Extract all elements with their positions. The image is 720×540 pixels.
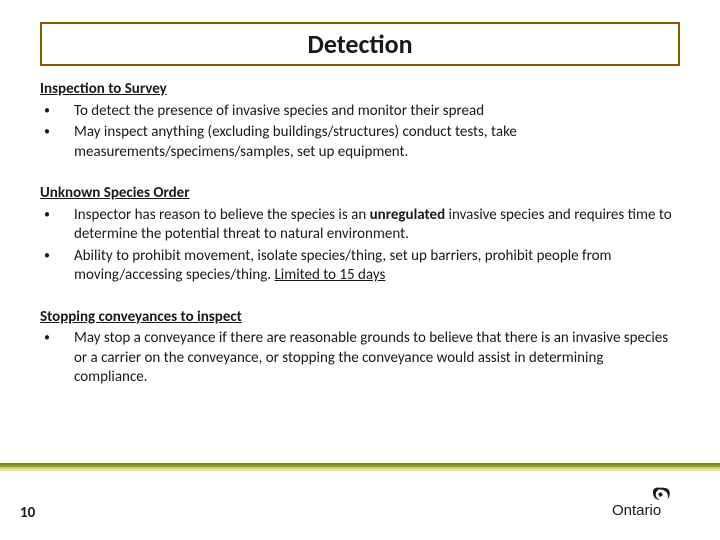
- bullet-text: May stop a conveyance if there are reaso…: [74, 329, 680, 388]
- slide-content: Inspection to Survey•To detect the prese…: [40, 80, 680, 390]
- slide-title: Detection: [307, 28, 412, 60]
- bullet-item: •Ability to prohibit movement, isolate s…: [40, 247, 680, 286]
- page-number: 10: [20, 504, 35, 522]
- bullet-marker: •: [40, 206, 74, 245]
- bullet-text: Ability to prohibit movement, isolate sp…: [74, 247, 680, 286]
- bullet-text: Inspector has reason to believe the spec…: [74, 206, 680, 245]
- bullet-item: •May inspect anything (excluding buildin…: [40, 123, 680, 162]
- bullet-marker: •: [40, 102, 74, 122]
- bullet-text: May inspect anything (excluding building…: [74, 123, 680, 162]
- section-heading: Unknown Species Order: [40, 184, 680, 204]
- ontario-logo: Ontario: [612, 485, 702, 526]
- bullet-marker: •: [40, 329, 74, 388]
- bullet-item: •To detect the presence of invasive spec…: [40, 102, 680, 122]
- footer-divider: [0, 463, 720, 471]
- logo-text: Ontario: [612, 502, 661, 519]
- bullet-item: •May stop a conveyance if there are reas…: [40, 329, 680, 388]
- title-box: Detection: [40, 22, 680, 66]
- bullet-marker: •: [40, 123, 74, 162]
- bullet-item: •Inspector has reason to believe the spe…: [40, 206, 680, 245]
- bullet-marker: •: [40, 247, 74, 286]
- bullet-text: To detect the presence of invasive speci…: [74, 102, 680, 122]
- section-heading: Stopping conveyances to inspect: [40, 308, 680, 328]
- section-heading: Inspection to Survey: [40, 80, 680, 100]
